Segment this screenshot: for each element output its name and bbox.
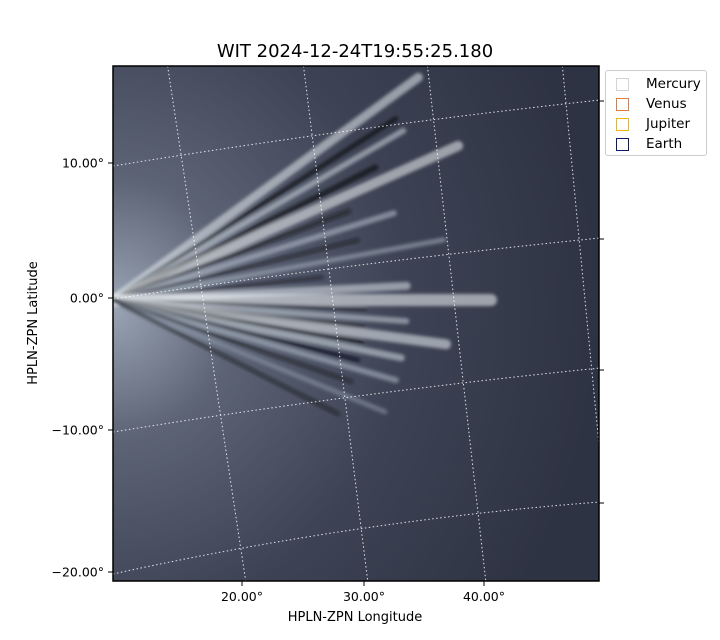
y-axis: 10.00° 0.00° −10.00° −20.00°: [51, 156, 113, 580]
legend-item-jupiter[interactable]: Jupiter: [616, 114, 690, 134]
x-tick-label: 30.00°: [343, 589, 385, 604]
streamer-ray: [113, 298, 340, 416]
y-tick-label: −10.00°: [51, 423, 104, 438]
x-tick-label: 40.00°: [463, 589, 505, 604]
streamer-ray: [113, 72, 423, 305]
legend-item-venus[interactable]: Venus: [616, 94, 687, 114]
streamer-ray: [113, 298, 354, 384]
longitude-gridline: [426, 66, 487, 581]
x-axis-label: HPLN-ZPN Longitude: [288, 610, 423, 625]
legend-label: Mercury: [646, 76, 701, 92]
legend-label: Venus: [646, 96, 687, 112]
x-axis: 20.00° 30.00° 40.00°: [221, 581, 505, 604]
legend-label: Earth: [646, 136, 683, 152]
latitude-gridline: [113, 501, 599, 575]
coordinate-grid: [113, 66, 599, 581]
mercury-marker-icon: [616, 77, 629, 91]
x-tick-label: 20.00°: [221, 589, 263, 604]
latitude-gridline: [113, 367, 599, 433]
y-tick-label: 10.00°: [62, 156, 104, 171]
y-tick-label: −20.00°: [51, 565, 104, 580]
y-axis-label: HPLN-ZPN Latitude: [26, 261, 41, 384]
streamer-ray: [113, 210, 397, 303]
chart-title: WIT 2024-12-24T19:55:25.180: [217, 41, 493, 62]
earth-marker-icon: [616, 137, 629, 151]
plot-frame: [112, 65, 600, 582]
jupiter-marker-icon: [616, 117, 629, 131]
streamer-ray: [113, 140, 464, 305]
streamer-ray: [113, 237, 447, 303]
venus-marker-icon: [616, 97, 629, 111]
streamer-ray: [113, 127, 407, 303]
right-axis-ticks: [599, 100, 604, 504]
streamer-ray: [113, 238, 360, 302]
y-tick-label: 0.00°: [70, 291, 104, 306]
coronal-streamers: [113, 72, 497, 416]
streamer-ray: [113, 297, 399, 384]
latitude-gridline: [113, 237, 599, 300]
legend-item-mercury[interactable]: Mercury: [616, 74, 701, 94]
legend-label: Jupiter: [646, 116, 691, 132]
plot-area: [112, 65, 600, 582]
latitude-gridline: [113, 99, 599, 167]
legend: Mercury Venus Jupiter Earth: [605, 70, 707, 156]
legend-item-earth[interactable]: Earth: [616, 134, 682, 154]
streamer-ray: [113, 297, 388, 415]
longitude-gridline: [561, 66, 599, 450]
